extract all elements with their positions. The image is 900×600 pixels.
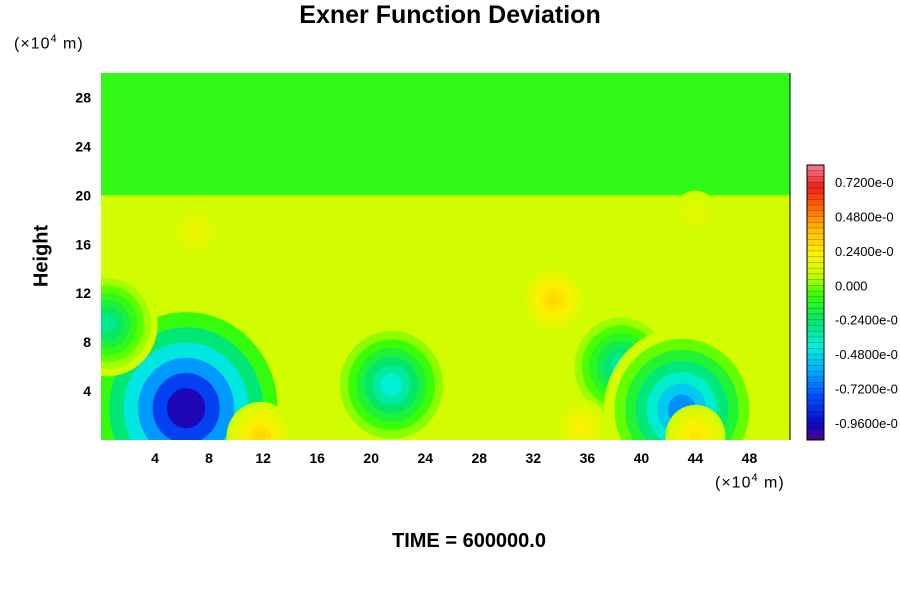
colorbar-band [807, 222, 824, 229]
colorbar-band [807, 308, 824, 315]
x-tick-label: 4 [151, 450, 159, 466]
colorbar-band [807, 348, 824, 355]
colorbar-band [807, 296, 824, 303]
feature-blobs [101, 190, 760, 440]
feature-1-level-6 [380, 373, 403, 397]
colorbar-band [807, 187, 824, 194]
colorbar-label: -0.9600e-0 [835, 416, 898, 431]
colorbar-band [807, 268, 824, 275]
x-tick-label: 8 [205, 450, 213, 466]
colorbar-band [807, 199, 824, 206]
colorbar-band [807, 313, 824, 320]
colorbar-band [807, 428, 824, 435]
colorbar-band [807, 182, 824, 189]
colorbar-band [807, 336, 824, 343]
colorbar-label: 0.4800e-0 [835, 210, 894, 225]
colorbar-band [807, 342, 824, 349]
feature-4-level-6 [101, 314, 117, 334]
colorbar [806, 164, 825, 441]
contour-field [101, 73, 790, 440]
x-tick-label: 36 [580, 450, 596, 466]
x-tick-label: 40 [634, 450, 650, 466]
colorbar-label: -0.4800e-0 [835, 347, 898, 362]
y-tick-label: 4 [83, 383, 91, 399]
colorbar-band [807, 205, 824, 212]
colorbar-label: -0.2400e-0 [835, 313, 898, 328]
y-axis-ticks: 4 8 12 16 20 24 28 [75, 89, 91, 399]
colorbar-band [807, 170, 824, 177]
feature-10-level-6 [691, 209, 700, 218]
colorbar-band [807, 417, 824, 424]
colorbar-band [807, 193, 824, 200]
colorbar-band [807, 256, 824, 263]
colorbar-band [807, 399, 824, 406]
y-axis-unit: (×104 m) [14, 33, 84, 53]
colorbar-band [807, 273, 824, 280]
colorbar-band [807, 210, 824, 217]
colorbar-label: 0.000 [835, 278, 868, 293]
x-tick-label: 24 [417, 450, 433, 466]
colorbar-band [807, 285, 824, 292]
colorbar-band [807, 359, 824, 366]
colorbar-band [807, 279, 824, 286]
colorbar-ticks: 0.7200e-0 0.4800e-0 0.2400e-0 0.000 -0.2400e… [835, 175, 898, 431]
colorbar-band [807, 325, 824, 332]
colorbar-label: 0.7200e-0 [835, 175, 894, 190]
y-tick-label: 28 [75, 89, 91, 105]
x-tick-label: 48 [742, 450, 758, 466]
y-tick-label: 16 [75, 236, 91, 252]
x-axis-unit: (×104 m) [715, 472, 785, 492]
colorbar-band [807, 365, 824, 372]
colorbar-band [807, 331, 824, 338]
x-tick-label: 44 [688, 450, 704, 466]
colorbar-band [807, 382, 824, 389]
colorbar-band [807, 422, 824, 429]
colorbar-band [807, 291, 824, 298]
x-tick-label: 20 [363, 450, 379, 466]
feature-5-level-6 [254, 431, 267, 440]
colorbar-band [807, 376, 824, 384]
colorbar-band [807, 371, 824, 378]
chart-title: Exner Function Deviation [299, 1, 601, 29]
colorbar-band [807, 250, 824, 257]
y-tick-label: 24 [75, 138, 91, 154]
colorbar-band [807, 319, 824, 326]
x-tick-label: 16 [309, 450, 325, 466]
colorbar-band [807, 216, 824, 223]
colorbar-band [807, 388, 824, 395]
colorbar-band [807, 245, 824, 252]
feature-6-level-6 [547, 292, 560, 306]
y-tick-label: 20 [75, 187, 91, 203]
x-tick-label: 32 [526, 450, 542, 466]
upper-layer [101, 73, 790, 196]
y-tick-label: 8 [83, 334, 91, 350]
colorbar-band [807, 411, 824, 418]
colorbar-band [807, 405, 824, 412]
colorbar-band [807, 354, 824, 361]
feature-9-level-6 [191, 227, 200, 237]
colorbar-band [807, 176, 824, 183]
feature-0-level-6 [167, 388, 206, 429]
feature-7-level-6 [690, 430, 701, 440]
feature-8-level-6 [575, 422, 586, 433]
colorbar-band [807, 239, 824, 246]
colorbar-band [807, 228, 824, 235]
colorbar-frame [806, 164, 825, 441]
colorbar-band [807, 165, 824, 172]
colorbar-band [807, 302, 824, 309]
y-tick-label: 12 [75, 285, 91, 301]
x-axis-ticks: 4 8 12 16 20 24 28 32 36 40 44 48 [151, 450, 757, 466]
colorbar-band [807, 233, 824, 240]
x-tick-label: 12 [255, 450, 271, 466]
colorbar-band [807, 394, 824, 401]
colorbar-band [807, 434, 824, 441]
x-tick-label: 28 [471, 450, 487, 466]
colorbar-band [807, 262, 824, 269]
colorbar-label: 0.2400e-0 [835, 244, 894, 259]
colorbar-label: -0.7200e-0 [835, 381, 898, 396]
time-label: TIME = 600000.0 [392, 530, 546, 552]
